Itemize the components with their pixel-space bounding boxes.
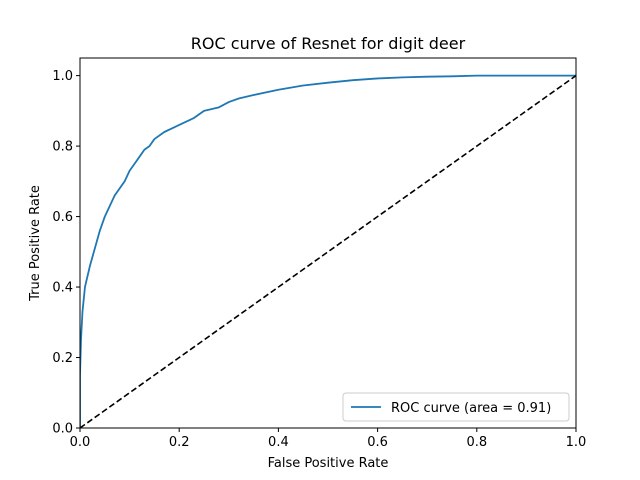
legend: ROC curve (area = 0.91) bbox=[342, 392, 570, 422]
x-tick-label: 1.0 bbox=[566, 435, 587, 450]
x-tick-label: 0.2 bbox=[169, 435, 190, 450]
y-tick-label: 0.2 bbox=[52, 351, 73, 366]
legend-box bbox=[342, 392, 570, 422]
x-tick-label: 0.0 bbox=[70, 435, 91, 450]
chance-diagonal-line bbox=[80, 74, 576, 428]
y-tick-label: 0.6 bbox=[52, 210, 73, 225]
y-tick-label: 0.8 bbox=[52, 140, 73, 155]
y-tick-label: 1.0 bbox=[52, 69, 73, 84]
legend-label-roc: ROC curve (area = 0.91) bbox=[391, 401, 551, 416]
x-axis-title: False Positive Rate bbox=[268, 456, 389, 471]
y-axis-title: True Positive Rate bbox=[28, 185, 43, 302]
roc-curve-line bbox=[80, 74, 576, 428]
axis-ticks: 0.0 0.2 0.4 0.6 0.8 1.0 0.0 0.2 0.4 0.6 0.8 1.0 bbox=[52, 69, 586, 450]
x-tick-label: 0.6 bbox=[367, 435, 388, 450]
x-tick-label: 0.8 bbox=[466, 435, 487, 450]
axes-frame bbox=[79, 57, 577, 429]
plot-area bbox=[80, 74, 576, 428]
y-tick-label: 0.0 bbox=[52, 422, 73, 437]
y-tick-label: 0.4 bbox=[52, 281, 73, 296]
x-tick-label: 0.4 bbox=[268, 435, 289, 450]
chart-title: ROC curve of Resnet for digit deer bbox=[191, 34, 466, 53]
